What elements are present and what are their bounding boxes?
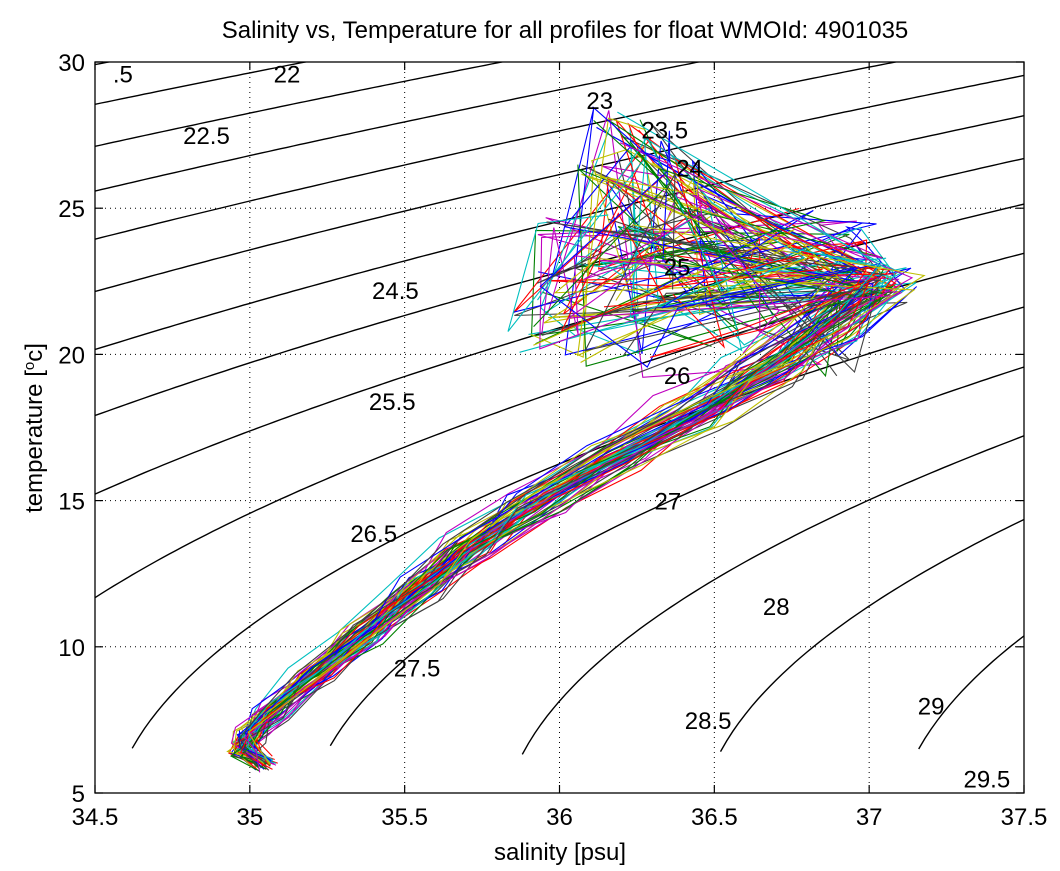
density-contour-line <box>95 62 309 106</box>
density-contour-line <box>95 62 506 148</box>
axis-ticks <box>94 61 1025 794</box>
y-tick-label: 20 <box>58 342 85 369</box>
density-contour-label: 29.5 <box>963 766 1010 793</box>
float-profile-line <box>240 209 879 770</box>
density-contour-line <box>95 62 899 240</box>
float-profile-line <box>238 106 882 758</box>
y-axis-label-unit: c] <box>21 343 48 362</box>
float-profile-line <box>230 276 880 759</box>
y-axis-label: temperature [oc] <box>21 343 49 513</box>
density-contour-line <box>329 366 1024 747</box>
x-tick-label: 36.5 <box>691 804 738 831</box>
float-profile-line <box>247 111 889 761</box>
density-contour-label: 25.5 <box>369 389 416 416</box>
density-contour-label: 28 <box>763 594 790 621</box>
x-tick-label: 35 <box>236 804 263 831</box>
grid-lines <box>95 62 1024 793</box>
float-profile-line <box>234 220 866 759</box>
density-contour-label: 23 <box>586 88 613 115</box>
density-contour-label: 26.5 <box>350 521 397 548</box>
density-contour-line <box>719 518 1024 752</box>
float-profile-line <box>239 167 853 770</box>
y-axis-label-degree: o <box>21 362 38 370</box>
float-profile-line <box>232 216 878 760</box>
y-tick-label: 15 <box>58 489 85 516</box>
x-tick-label: 37 <box>856 804 883 831</box>
density-contour-line <box>95 74 1024 293</box>
density-contour-label: 27 <box>655 489 682 516</box>
density-contour-line <box>521 435 1024 755</box>
density-contour-label: 22.5 <box>183 123 230 150</box>
density-contour-label: 27.5 <box>394 655 441 682</box>
float-profile-line <box>240 269 900 763</box>
float-profile-line <box>236 213 877 770</box>
chart-title: Salinity vs, Temperature for all profile… <box>222 17 909 44</box>
x-axis-tick-labels: 34.5 35 35.5 36 36.5 37 37.5 <box>72 804 1048 831</box>
y-axis-label-main: temperature [ <box>21 370 48 513</box>
x-tick-label: 35.5 <box>381 804 428 831</box>
density-contour-label: .5 <box>113 62 133 89</box>
density-contour-label: 25 <box>664 255 691 282</box>
float-profile-line <box>244 213 894 773</box>
y-axis-tick-labels: 5 10 15 20 25 30 <box>58 50 85 808</box>
float-profile-line <box>240 168 856 767</box>
density-contour-labels: .5 22 22.5 23 23.5 24 24.5 25 25.5 26 26.5 27 27.5 28… <box>113 62 1010 794</box>
y-tick-label: 5 <box>72 781 85 808</box>
float-profile-line <box>247 172 926 765</box>
density-contour-label: 29 <box>918 693 945 720</box>
float-profile-line <box>245 119 894 763</box>
float-profile-line <box>233 239 841 769</box>
y-tick-label: 10 <box>58 635 85 662</box>
density-contour-label: 23.5 <box>641 117 688 144</box>
density-contour-line <box>918 635 1024 750</box>
density-contour-label: 24 <box>676 155 703 182</box>
float-profile-line <box>234 152 878 765</box>
density-contour-line <box>64 4 219 33</box>
density-contour-line <box>95 62 702 192</box>
x-tick-label: 37.5 <box>1001 804 1048 831</box>
density-contour-line <box>95 203 1024 495</box>
y-tick-label: 25 <box>58 196 85 223</box>
density-contour-label: 22 <box>274 62 301 89</box>
y-tick-label: 30 <box>58 50 85 77</box>
x-axis-label: salinity [psu] <box>494 839 626 866</box>
float-profiles <box>226 106 926 773</box>
x-tick-label: 36 <box>546 804 573 831</box>
float-profile-line <box>240 148 882 765</box>
x-tick-label: 34.5 <box>72 804 119 831</box>
float-profile-line <box>241 120 882 766</box>
density-contour-label: 26 <box>664 363 691 390</box>
density-contour-label: 28.5 <box>685 708 732 735</box>
density-contour-line <box>131 306 1024 749</box>
float-profile-line <box>240 210 880 764</box>
float-profile-line <box>237 173 867 767</box>
density-contour-label: 24.5 <box>372 278 419 305</box>
density-contours <box>64 4 1024 755</box>
float-profile-line <box>242 108 912 765</box>
